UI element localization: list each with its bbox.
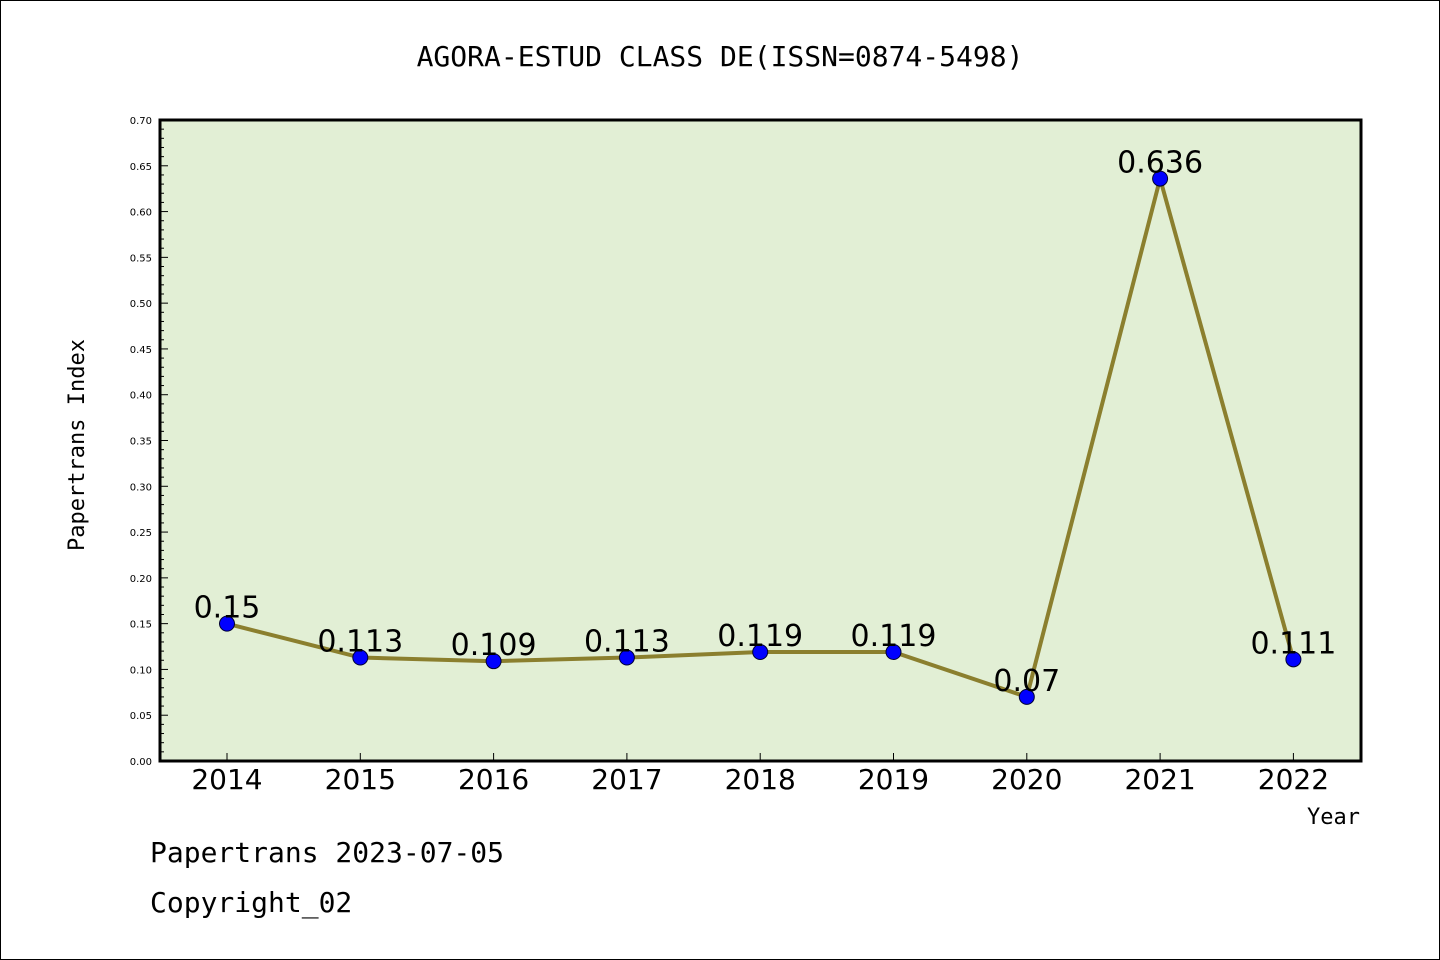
y-axis-ticks: 0.00 0.05 0.10 0.15 0.20 0.25 0.30 0.35 0.40 0.45… (130, 116, 168, 768)
footer-date: Papertrans 2023-07-05 (150, 836, 505, 869)
data-label: 0.109 (451, 628, 537, 663)
y-tick-label: 0.40 (130, 391, 152, 402)
data-point (1152, 170, 1169, 187)
chart-title: AGORA-ESTUD CLASS DE(ISSN=0874-5498) (417, 40, 1024, 73)
data-points (219, 170, 1302, 705)
x-tick-label: 2015 (325, 763, 396, 796)
y-tick-label: 0.20 (130, 574, 152, 585)
data-label: 0.113 (317, 625, 403, 660)
x-tick-label: 2020 (991, 763, 1062, 796)
x-tick-label: 2016 (458, 763, 529, 796)
y-tick-label: 0.65 (130, 162, 152, 173)
data-label: 0.15 (194, 591, 261, 626)
y-tick-label: 0.15 (130, 620, 152, 631)
x-tick-label: 2019 (858, 763, 929, 796)
data-labels: 0.15 0.113 0.109 0.113 0.119 0.119 0.07 0.636 0.… (194, 146, 1337, 699)
data-label: 0.119 (851, 619, 937, 654)
x-tick-label: 2014 (191, 763, 262, 796)
data-label: 0.111 (1250, 626, 1336, 661)
data-point (219, 615, 235, 632)
data-label: 0.07 (993, 664, 1060, 699)
x-axis-ticks: 2014 2015 2016 2017 2018 2019 2020 2021 2022 (191, 753, 1329, 796)
y-tick-label: 0.30 (130, 482, 152, 493)
y-tick-label: 0.35 (130, 437, 152, 448)
data-point (352, 649, 369, 666)
y-tick-label: 0.45 (130, 345, 152, 356)
x-tick-label: 2017 (591, 763, 662, 796)
data-point (1018, 688, 1035, 705)
y-tick-label: 0.60 (130, 208, 152, 219)
y-tick-label: 0.05 (130, 711, 152, 722)
y-tick-label: 0.70 (130, 116, 152, 127)
y-tick-label: 0.00 (130, 757, 152, 768)
data-label: 0.113 (584, 625, 670, 660)
y-tick-label: 0.55 (130, 253, 152, 264)
plot-area (158, 118, 1363, 763)
data-point (485, 653, 502, 670)
y-tick-label: 0.10 (130, 665, 152, 676)
x-tick-label: 2018 (725, 763, 796, 796)
data-point (752, 644, 769, 661)
data-point (885, 644, 902, 661)
y-tick-label: 0.25 (130, 528, 152, 539)
y-tick-label: 0.50 (130, 299, 152, 310)
x-tick-label: 2021 (1124, 763, 1195, 796)
x-axis-label: Year (1307, 805, 1360, 830)
data-point (1285, 651, 1302, 668)
data-point (618, 649, 635, 666)
data-label: 0.119 (717, 619, 803, 654)
footer-copyright: Copyright_02 (150, 886, 353, 919)
x-tick-label: 2022 (1258, 763, 1329, 796)
data-label: 0.636 (1117, 146, 1203, 181)
y-axis-label: Papertrans Index (65, 339, 90, 551)
